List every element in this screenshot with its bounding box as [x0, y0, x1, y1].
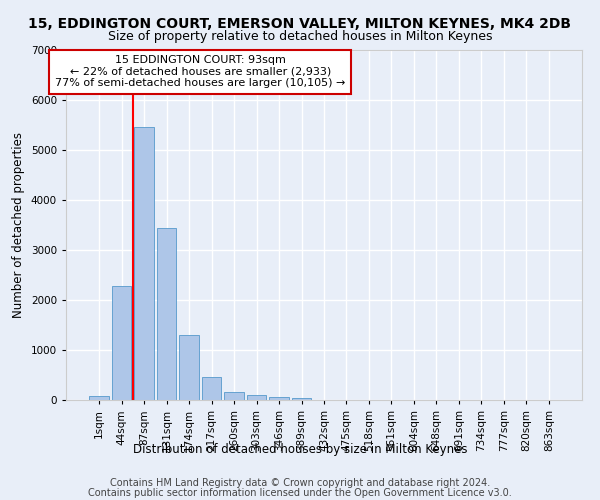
Bar	[179, 334, 199, 400]
Text: Distribution of detached houses by size in Milton Keynes: Distribution of detached houses by size …	[133, 442, 467, 456]
Bar	[224, 392, 244, 400]
Bar	[292, 398, 311, 400]
Text: 15, EDDINGTON COURT, EMERSON VALLEY, MILTON KEYNES, MK4 2DB: 15, EDDINGTON COURT, EMERSON VALLEY, MIL…	[29, 18, 571, 32]
Bar	[202, 376, 221, 400]
Bar	[157, 228, 176, 400]
Text: Contains HM Land Registry data © Crown copyright and database right 2024.: Contains HM Land Registry data © Crown c…	[110, 478, 490, 488]
Y-axis label: Number of detached properties: Number of detached properties	[12, 132, 25, 318]
Bar	[89, 396, 109, 400]
Text: Size of property relative to detached houses in Milton Keynes: Size of property relative to detached ho…	[108, 30, 492, 43]
Text: 15 EDDINGTON COURT: 93sqm
← 22% of detached houses are smaller (2,933)
77% of se: 15 EDDINGTON COURT: 93sqm ← 22% of detac…	[55, 56, 346, 88]
Bar	[247, 395, 266, 400]
Bar	[134, 126, 154, 400]
Text: Contains public sector information licensed under the Open Government Licence v3: Contains public sector information licen…	[88, 488, 512, 498]
Bar	[112, 286, 131, 400]
Bar	[269, 397, 289, 400]
